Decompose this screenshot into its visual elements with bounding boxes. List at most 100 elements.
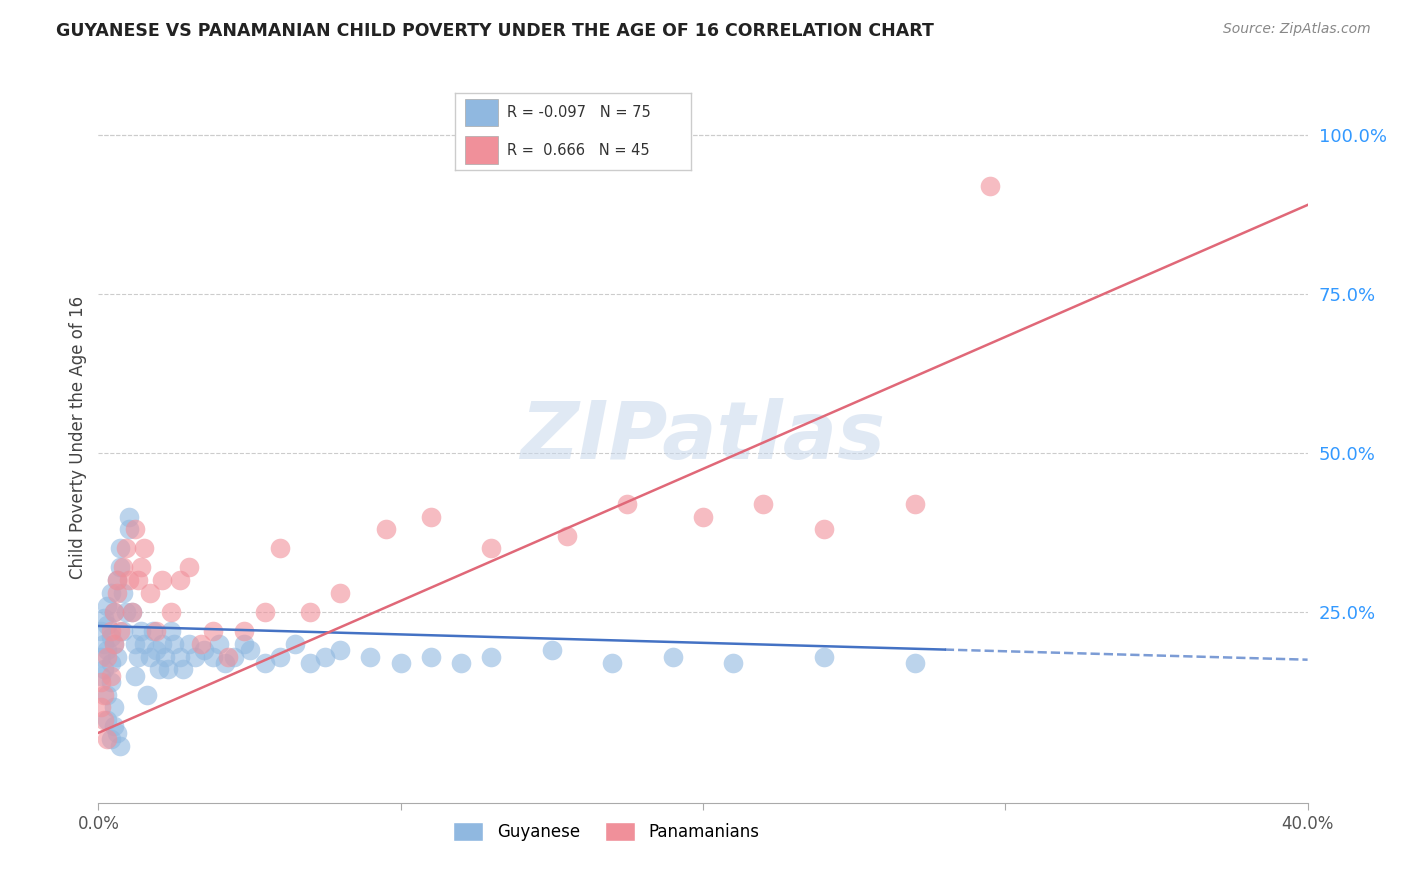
Point	[169, 649, 191, 664]
Point	[132, 637, 155, 651]
Point	[121, 605, 143, 619]
Point	[90, 649, 112, 664]
Point	[481, 649, 503, 664]
Point	[127, 573, 149, 587]
Point	[190, 637, 212, 651]
Legend: Guyanese, Panamanians: Guyanese, Panamanians	[446, 814, 768, 849]
Point	[139, 649, 162, 664]
Point	[752, 497, 775, 511]
Point	[103, 719, 125, 733]
Point	[329, 643, 352, 657]
Point	[124, 522, 146, 536]
Point	[269, 649, 291, 664]
Point	[103, 700, 125, 714]
Point	[103, 637, 125, 651]
Point	[179, 560, 201, 574]
Point	[150, 637, 173, 651]
Point	[129, 560, 152, 574]
Point	[148, 662, 170, 676]
Point	[150, 573, 173, 587]
Point	[93, 611, 115, 625]
Point	[96, 732, 118, 747]
Point	[450, 656, 472, 670]
Point	[118, 573, 141, 587]
Point	[124, 637, 146, 651]
Point	[179, 637, 201, 651]
Point	[481, 541, 503, 556]
Point	[314, 649, 336, 664]
Point	[111, 560, 134, 574]
Point	[100, 586, 122, 600]
Text: ZIPatlas: ZIPatlas	[520, 398, 886, 476]
Point	[145, 624, 167, 638]
Point	[217, 649, 239, 664]
Point	[253, 656, 276, 670]
Point	[105, 573, 128, 587]
Point	[184, 649, 207, 664]
Text: Source: ZipAtlas.com: Source: ZipAtlas.com	[1223, 22, 1371, 37]
Point	[96, 617, 118, 632]
Point	[602, 656, 624, 670]
Point	[169, 573, 191, 587]
Point	[145, 643, 167, 657]
Point	[142, 624, 165, 638]
Point	[105, 573, 128, 587]
Point	[139, 586, 162, 600]
Point	[160, 605, 183, 619]
Point	[114, 541, 136, 556]
Point	[100, 624, 122, 638]
Point	[124, 668, 146, 682]
Y-axis label: Child Poverty Under the Age of 16: Child Poverty Under the Age of 16	[69, 295, 87, 579]
Point	[299, 605, 322, 619]
Point	[90, 668, 112, 682]
Point	[163, 637, 186, 651]
Point	[232, 624, 254, 638]
Point	[224, 649, 246, 664]
Point	[202, 624, 225, 638]
Point	[135, 688, 157, 702]
Point	[284, 637, 307, 651]
Point	[108, 560, 131, 574]
Point	[153, 649, 176, 664]
Point	[389, 656, 412, 670]
Point	[661, 649, 683, 664]
Point	[111, 586, 134, 600]
Point	[105, 649, 128, 664]
Point	[111, 624, 134, 638]
Point	[299, 656, 322, 670]
Point	[253, 605, 276, 619]
Point	[93, 662, 115, 676]
Point	[904, 656, 927, 670]
Point	[813, 649, 835, 664]
Point	[105, 586, 128, 600]
Point	[93, 637, 115, 651]
Point	[420, 649, 443, 664]
Point	[172, 662, 194, 676]
Point	[108, 739, 131, 753]
Point	[96, 649, 118, 664]
Point	[420, 509, 443, 524]
Point	[103, 605, 125, 619]
Point	[156, 662, 179, 676]
Point	[121, 605, 143, 619]
Point	[103, 605, 125, 619]
Point	[904, 497, 927, 511]
Point	[105, 726, 128, 740]
Point	[90, 675, 112, 690]
Point	[132, 541, 155, 556]
Point	[374, 522, 396, 536]
Point	[202, 649, 225, 664]
Point	[90, 700, 112, 714]
Point	[979, 178, 1001, 193]
Point	[100, 656, 122, 670]
Point	[723, 656, 745, 670]
Point	[90, 624, 112, 638]
Point	[232, 637, 254, 651]
Point	[100, 668, 122, 682]
Point	[214, 656, 236, 670]
Point	[239, 643, 262, 657]
Point	[114, 605, 136, 619]
Point	[555, 529, 578, 543]
Point	[269, 541, 291, 556]
Point	[93, 688, 115, 702]
